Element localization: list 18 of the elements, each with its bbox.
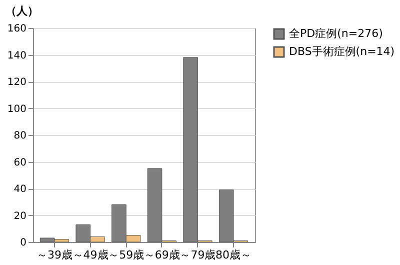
- x-tick-label: ～49歳: [72, 248, 108, 262]
- y-tick-label: 100: [7, 104, 26, 115]
- y-axis-title: （人）: [6, 4, 38, 18]
- x-tick-label: 80歳～: [216, 248, 252, 262]
- y-tick-label: 60: [14, 157, 26, 168]
- y-tick-label: 40: [14, 184, 26, 195]
- legend-label: 全PD症例(n=276): [289, 27, 383, 40]
- y-tick-label: 20: [14, 210, 26, 222]
- y-tick-label: 80: [14, 130, 26, 142]
- x-tick-label: ～39歳: [36, 248, 72, 262]
- y-tick-label: 0: [20, 238, 26, 248]
- legend-label: DBS手術症例(n=14): [289, 45, 395, 58]
- x-tick-label: ～59歳: [108, 248, 144, 262]
- x-tick-label: ～69歳: [144, 248, 180, 262]
- x-tick-label: ～79歳: [180, 248, 216, 262]
- y-tick-label: 120: [7, 77, 26, 88]
- y-tick-label: 160: [7, 24, 26, 34]
- y-tick-label: 140: [7, 50, 26, 62]
